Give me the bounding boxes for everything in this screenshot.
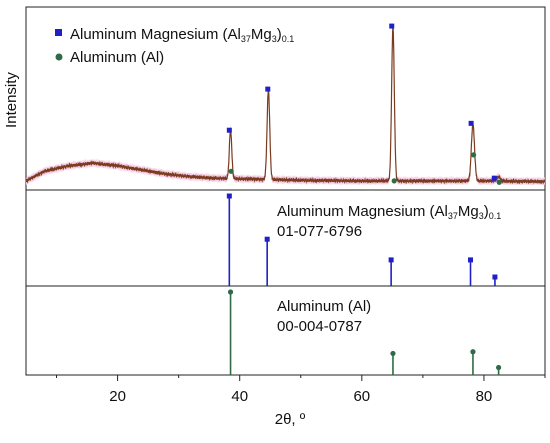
reference-mg-name: Aluminum Magnesium (Al37Mg3)0.1 — [277, 203, 501, 221]
x-tick-label-0: 20 — [109, 388, 126, 405]
legend-entry-al: Aluminum (Al) — [70, 49, 164, 66]
measured-band — [26, 23, 545, 185]
legend-circle-marker — [55, 53, 63, 61]
al-stick-marker-3 — [496, 364, 502, 371]
al-peak-marker-3 — [496, 179, 502, 185]
al-stick-marker-0 — [227, 289, 234, 295]
x-tick-label-1: 40 — [231, 388, 248, 405]
fit-envelope — [26, 23, 545, 185]
mg-peak-marker-4 — [491, 175, 497, 181]
x-tick-label-2: 60 — [353, 388, 370, 405]
reference-al-label: Aluminum (Al) 00-004-0787 — [277, 298, 371, 335]
al-peak-marker-1 — [391, 178, 397, 184]
reference-al-code: 00-004-0787 — [277, 318, 362, 335]
mg-peak-marker-3 — [468, 120, 474, 126]
reference-mg-sticks — [226, 193, 498, 286]
x-axis-label: 2θ, º — [275, 411, 306, 428]
mg-stick-marker-2 — [388, 257, 394, 263]
al-stick-marker-2 — [470, 349, 476, 355]
al-stick-marker-1 — [390, 350, 396, 357]
mg-peak-marker-1 — [265, 86, 271, 92]
mg-peak-marker-2 — [389, 23, 395, 29]
phase-markers — [226, 23, 502, 185]
mg-stick-marker-4 — [492, 274, 498, 280]
measured-line — [25, 26, 546, 185]
legend-square-marker — [55, 29, 62, 36]
plot-frame — [25, 6, 546, 376]
reference-mg-label: Aluminum Magnesium (Al37Mg3)0.1 01-077-6… — [277, 203, 501, 240]
mg-peak-marker-0 — [226, 127, 232, 133]
reference-mg-code: 01-077-6796 — [277, 223, 362, 240]
reference-al-sticks — [227, 289, 502, 375]
legend: Aluminum Magnesium (Al37Mg3)0.1 Aluminum… — [55, 26, 294, 66]
mg-stick-marker-0 — [226, 193, 232, 199]
mg-stick-marker-3 — [468, 257, 474, 263]
legend-entry-mg: Aluminum Magnesium (Al37Mg3)0.1 — [70, 26, 294, 44]
x-axis-ticks: 20 40 60 80 — [56, 375, 546, 405]
mg-stick-marker-1 — [264, 236, 270, 242]
reference-al-name: Aluminum (Al) — [277, 298, 371, 315]
al-peak-marker-2 — [470, 152, 477, 158]
measured-curve — [25, 26, 546, 185]
al-peak-marker-0 — [228, 168, 234, 174]
x-tick-label-3: 80 — [476, 388, 493, 405]
y-axis-label: Intensity — [3, 72, 20, 128]
